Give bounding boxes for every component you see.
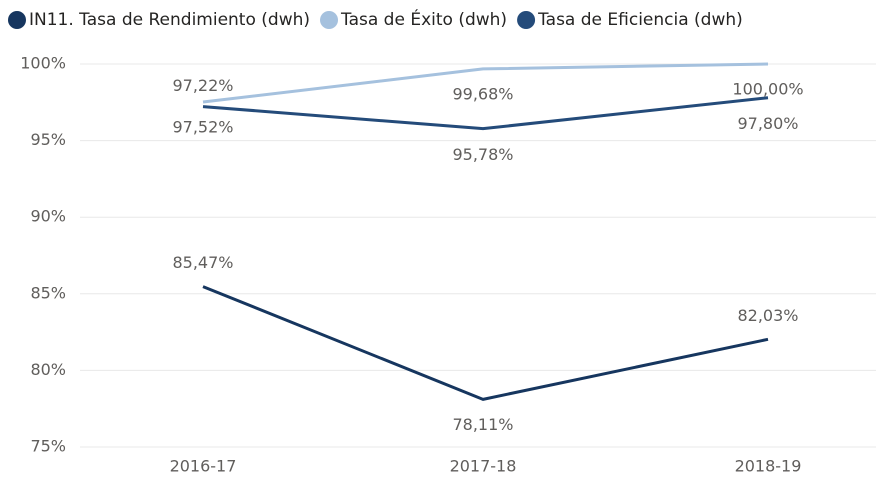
data-label: 99,68% xyxy=(452,84,513,103)
data-label: 100,00% xyxy=(732,80,803,99)
legend-marker xyxy=(8,11,26,29)
y-tick-label: 90% xyxy=(30,207,66,226)
data-label: 97,80% xyxy=(737,114,798,133)
series-line xyxy=(202,285,769,401)
series-line xyxy=(202,62,769,104)
data-label: 97,52% xyxy=(172,117,233,136)
y-tick-label: 85% xyxy=(30,283,66,302)
y-tick-label: 95% xyxy=(30,130,66,149)
x-tick-label: 2018-19 xyxy=(735,457,802,476)
data-label: 78,11% xyxy=(452,415,513,434)
y-tick-label: 75% xyxy=(30,437,66,456)
data-label: 85,47% xyxy=(172,253,233,272)
y-tick-label: 100% xyxy=(20,54,66,73)
series-line xyxy=(202,96,769,131)
data-label: 82,03% xyxy=(737,306,798,325)
y-tick-label: 80% xyxy=(30,360,66,379)
legend-label: Tasa de Éxito (dwh) xyxy=(340,8,507,30)
x-tick-label: 2016-17 xyxy=(170,457,237,476)
legend-marker xyxy=(517,11,536,29)
legend-label: IN11. Tasa de Rendimiento (dwh) xyxy=(29,10,310,30)
data-label: 95,78% xyxy=(452,145,513,164)
x-tick-label: 2017-18 xyxy=(450,457,517,476)
legend-marker xyxy=(320,11,339,29)
legend-label: Tasa de Eficiencia (dwh) xyxy=(537,10,743,30)
data-label: 97,22% xyxy=(172,76,233,95)
